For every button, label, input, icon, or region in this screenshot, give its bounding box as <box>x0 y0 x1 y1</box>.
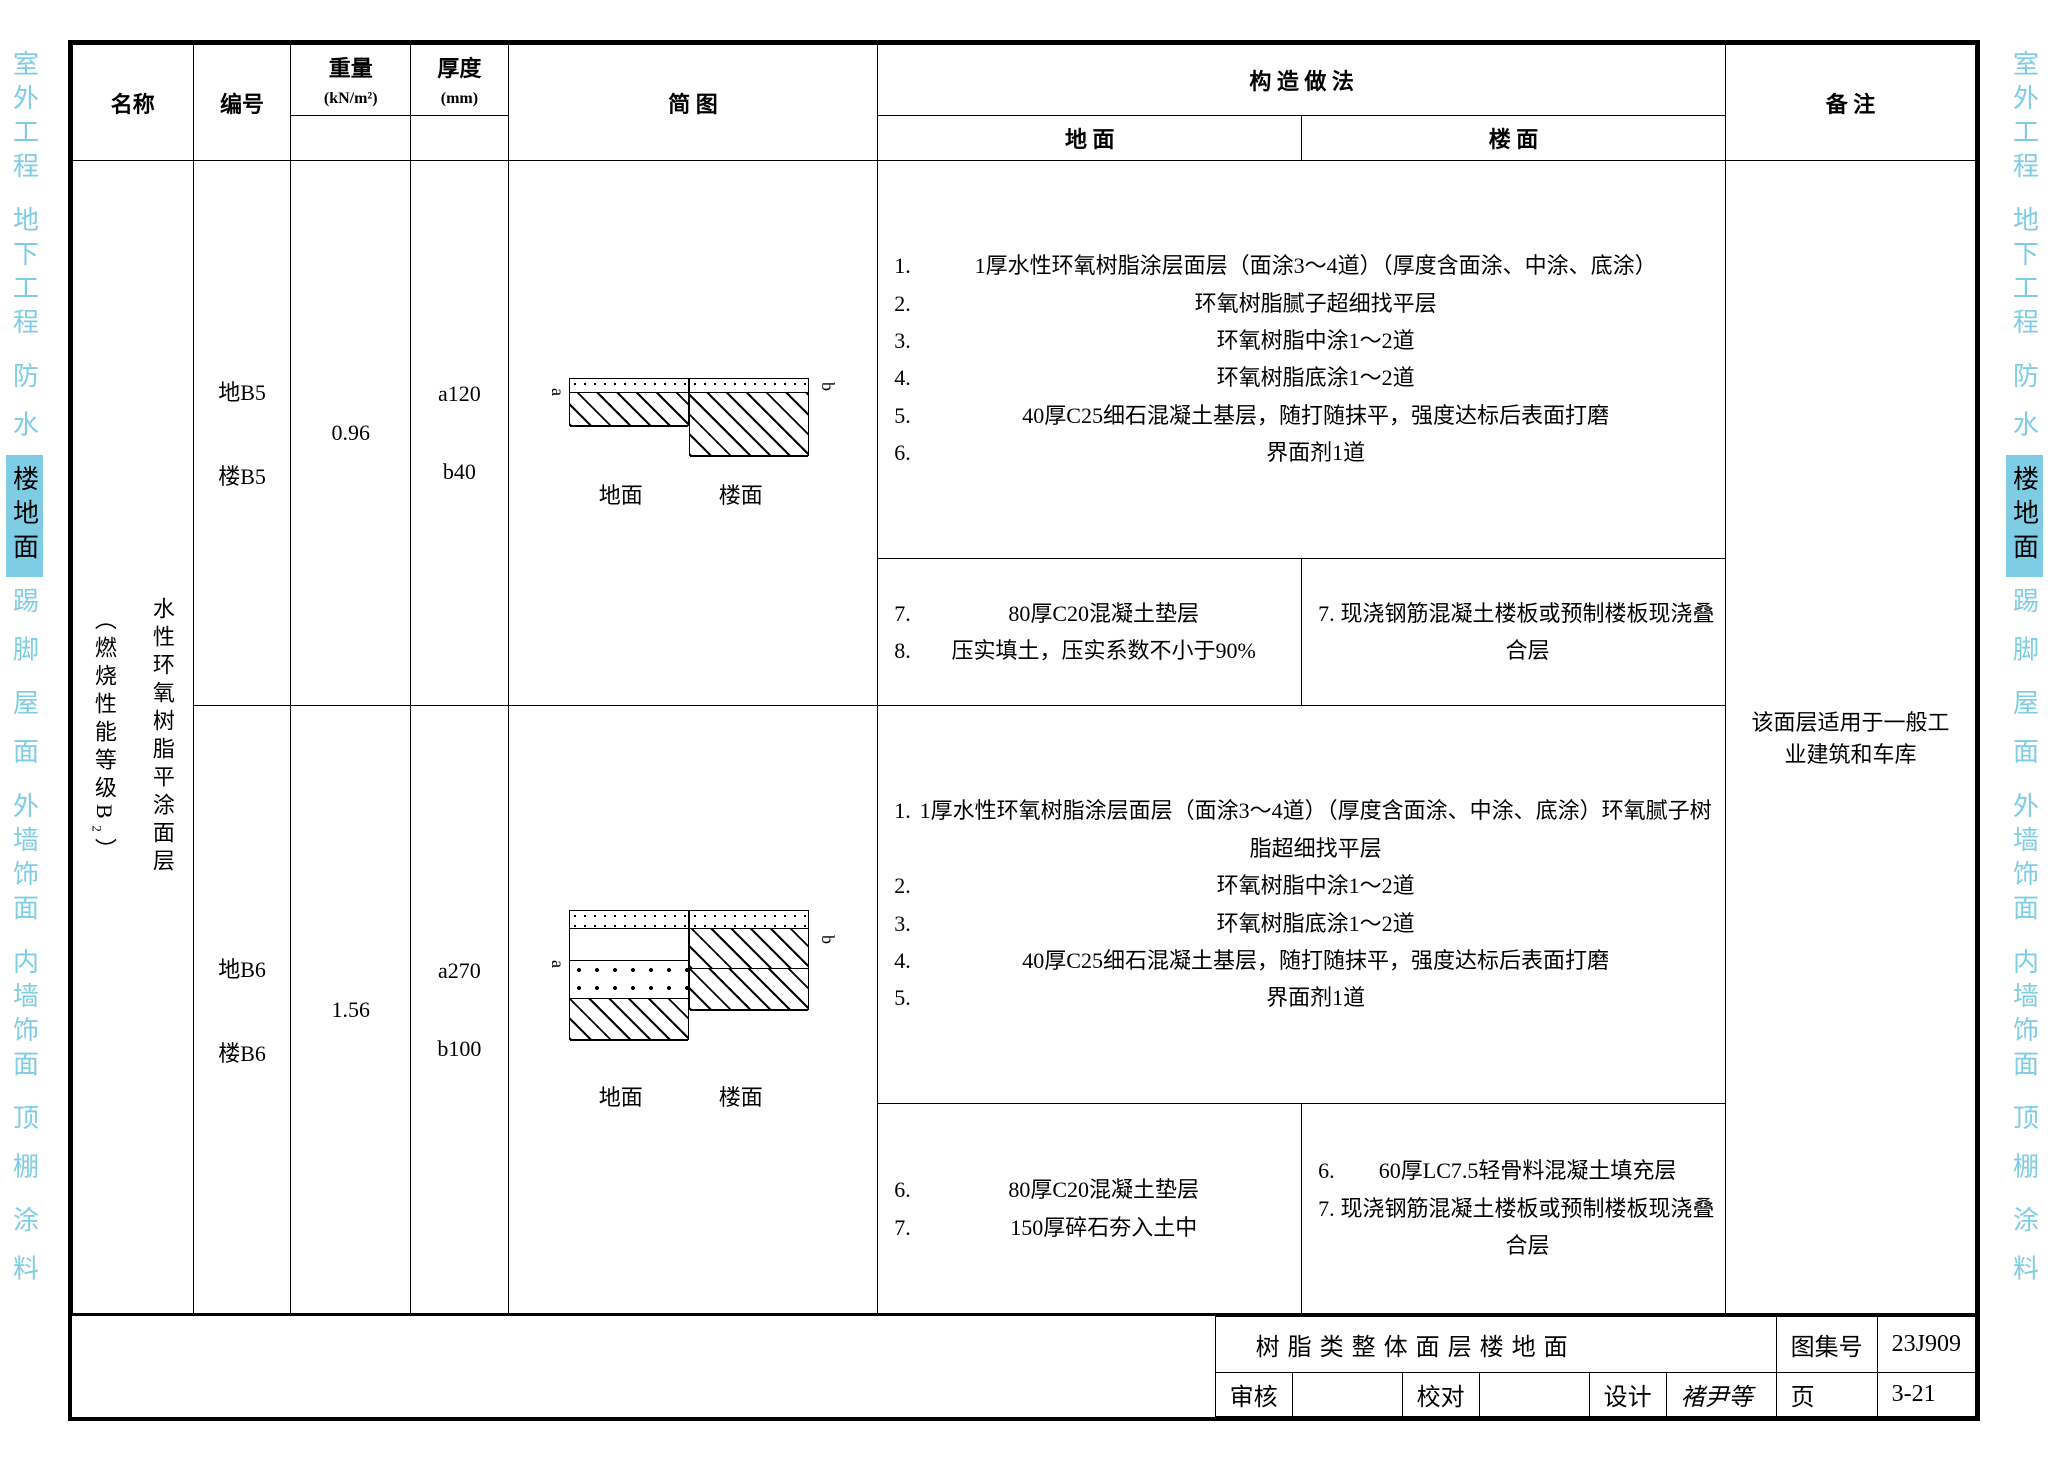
side-tab[interactable]: 防 水 <box>6 352 43 455</box>
left-tab-bar: 室外工程地下工程防 水楼地面踢 脚屋 面外墙饰面内墙饰面顶 棚涂 料 <box>0 0 48 1481</box>
r2-thick: a270b100 <box>410 706 508 1314</box>
method-item: 1厚水性环氧树脂涂层面层（面涂3～4道）（厚度含面涂、中涂、底涂）环氧腻子树脂超… <box>916 792 1715 867</box>
page-val: 3-21 <box>1877 1373 1975 1417</box>
side-tab[interactable]: 顶 棚 <box>6 1094 43 1197</box>
title-block: 树脂类整体面层楼地面 图集号 23J909 审核 校对 设计 褚尹等 页 3-2… <box>72 1314 1976 1417</box>
method-item: 60厚LC7.5轻骨料混凝土填充层 <box>1340 1152 1715 1189</box>
th-weight-label: 重量 <box>329 56 373 81</box>
spec-table: 名称 编号 重量 (kN/m²) 厚度 (mm) 简 图 构 造 做 法 备 注 地… <box>72 44 1976 1314</box>
side-tab[interactable]: 室外工程 <box>2006 40 2043 196</box>
th-sketch: 简 图 <box>508 45 878 161</box>
side-tab[interactable]: 屋 面 <box>6 679 43 782</box>
r1-method-f: 现浇钢筋混凝土楼板或预制楼板现浇叠合层 <box>1302 558 1726 705</box>
th-method-ground: 地 面 <box>878 116 1302 161</box>
review-val <box>1292 1373 1402 1417</box>
side-tab[interactable]: 外墙饰面 <box>6 782 43 938</box>
th-weight-blank <box>291 116 411 161</box>
th-method: 构 造 做 法 <box>878 45 1726 116</box>
method-item: 80厚C20混凝土垫层 <box>916 595 1291 632</box>
method-item: 现浇钢筋混凝土楼板或预制楼板现浇叠合层 <box>1340 595 1715 670</box>
side-tab[interactable]: 涂 料 <box>2006 1196 2043 1299</box>
side-tab[interactable]: 踢 脚 <box>2006 577 2043 680</box>
row-name: 水性环氧树脂平涂面层（燃烧性能等级B₂） <box>73 161 194 1314</box>
side-tab[interactable]: 顶 棚 <box>2006 1094 2043 1197</box>
r2-method-g: 80厚C20混凝土垫层150厚碎石夯入土中 <box>878 1104 1302 1314</box>
r2-weight: 1.56 <box>291 706 411 1314</box>
method-item: 界面剂1道 <box>916 979 1715 1016</box>
method-item: 40厚C25细石混凝土基层，随打随抹平，强度达标后表面打磨 <box>916 942 1715 979</box>
design-label: 设计 <box>1589 1373 1666 1417</box>
method-item: 1厚水性环氧树脂涂层面层（面涂3～4道）（厚度含面涂、中涂、底涂） <box>916 247 1715 284</box>
drawing-frame: 名称 编号 重量 (kN/m²) 厚度 (mm) 简 图 构 造 做 法 备 注 地… <box>68 40 1980 1421</box>
method-item: 环氧树脂腻子超细找平层 <box>916 285 1715 322</box>
side-tab[interactable]: 踢 脚 <box>6 577 43 680</box>
side-tab[interactable]: 内墙饰面 <box>6 938 43 1094</box>
method-item: 压实填土，压实系数不小于90% <box>916 632 1291 669</box>
r1-method-g: 80厚C20混凝土垫层压实填土，压实系数不小于90% <box>878 558 1302 705</box>
page-label: 页 <box>1776 1373 1877 1417</box>
r2-codes: 地B6楼B6 <box>193 706 291 1314</box>
th-weight-unit: (kN/m²) <box>324 90 378 107</box>
r1-method-top: 1厚水性环氧树脂涂层面层（面涂3～4道）（厚度含面涂、中涂、底涂）环氧树脂腻子超… <box>878 161 1726 559</box>
page: 室外工程地下工程防 水楼地面踢 脚屋 面外墙饰面内墙饰面顶 棚涂 料 名称 编号… <box>0 0 2048 1481</box>
method-item: 现浇钢筋混凝土楼板或预制楼板现浇叠合层 <box>1340 1190 1715 1265</box>
th-thick-blank <box>410 116 508 161</box>
title-block-table: 树脂类整体面层楼地面 图集号 23J909 审核 校对 设计 褚尹等 页 3-2… <box>1215 1316 1976 1417</box>
th-remark: 备 注 <box>1725 45 1975 161</box>
method-item: 环氧树脂中涂1～2道 <box>916 322 1715 359</box>
side-tab[interactable]: 楼地面 <box>2006 455 2043 577</box>
th-method-floor: 楼 面 <box>1302 116 1726 161</box>
side-tab[interactable]: 内墙饰面 <box>2006 938 2043 1094</box>
r2-method-f: 60厚LC7.5轻骨料混凝土填充层现浇钢筋混凝土楼板或预制楼板现浇叠合层 <box>1302 1104 1726 1314</box>
review-label: 审核 <box>1215 1373 1292 1417</box>
method-item: 界面剂1道 <box>916 434 1715 471</box>
method-item: 40厚C25细石混凝土基层，随打随抹平，强度达标后表面打磨 <box>916 397 1715 434</box>
setno-label: 图集号 <box>1776 1317 1877 1373</box>
proof-val <box>1479 1373 1589 1417</box>
sheet-title: 树脂类整体面层楼地面 <box>1215 1317 1776 1373</box>
th-thick-unit: (mm) <box>441 90 478 107</box>
side-tab[interactable]: 外墙饰面 <box>2006 782 2043 938</box>
method-item: 环氧树脂中涂1～2道 <box>916 867 1715 904</box>
th-weight: 重量 (kN/m²) <box>291 45 411 116</box>
design-val: 褚尹等 <box>1666 1373 1776 1417</box>
r1-codes: 地B5楼B5 <box>193 161 291 706</box>
r2-sketch: a b 地面 楼面 <box>508 706 878 1314</box>
th-name: 名称 <box>73 45 194 161</box>
side-tab[interactable]: 防 水 <box>2006 352 2043 455</box>
th-thick-label: 厚度 <box>437 56 481 81</box>
side-tab[interactable]: 地下工程 <box>6 196 43 352</box>
side-tab[interactable]: 涂 料 <box>6 1196 43 1299</box>
remark: 该面层适用于一般工业建筑和车库 <box>1725 161 1975 1314</box>
right-tab-bar: 室外工程地下工程防 水楼地面踢 脚屋 面外墙饰面内墙饰面顶 棚涂 料 <box>2000 0 2048 1481</box>
method-item: 环氧树脂底涂1～2道 <box>916 359 1715 396</box>
r1-sketch: a b 地面 楼面 <box>508 161 878 706</box>
method-item: 80厚C20混凝土垫层 <box>916 1171 1291 1208</box>
th-code: 编号 <box>193 45 291 161</box>
setno: 23J909 <box>1877 1317 1975 1373</box>
r2-method-top: 1厚水性环氧树脂涂层面层（面涂3～4道）（厚度含面涂、中涂、底涂）环氧腻子树脂超… <box>878 706 1726 1104</box>
r1-thick: a120b40 <box>410 161 508 706</box>
method-item: 环氧树脂底涂1～2道 <box>916 905 1715 942</box>
side-tab[interactable]: 地下工程 <box>2006 196 2043 352</box>
r1-weight: 0.96 <box>291 161 411 706</box>
side-tab[interactable]: 楼地面 <box>6 455 43 577</box>
side-tab[interactable]: 屋 面 <box>2006 679 2043 782</box>
side-tab[interactable]: 室外工程 <box>6 40 43 196</box>
th-thick: 厚度 (mm) <box>410 45 508 116</box>
proof-label: 校对 <box>1402 1373 1479 1417</box>
method-item: 150厚碎石夯入土中 <box>916 1209 1291 1246</box>
